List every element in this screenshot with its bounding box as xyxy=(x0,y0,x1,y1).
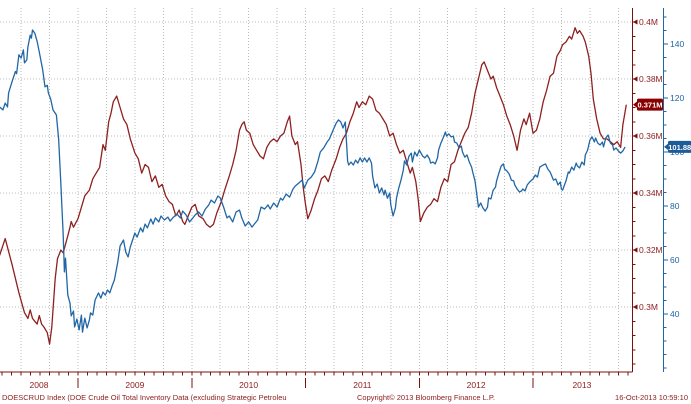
inventory-axis-tick-label: 0.3M xyxy=(639,302,658,312)
inventory-axis-tick-arrow xyxy=(633,133,638,139)
inventory-last-value-badge-value: 0.371M xyxy=(637,101,662,110)
price-axis-tick-label: 140 xyxy=(670,39,684,49)
price-last-value-badge-arrow xyxy=(664,143,669,151)
x-axis-year-label: 2012 xyxy=(467,380,486,390)
price-axis-tick-label: 40 xyxy=(670,309,680,319)
right-axis-price: 140120100806040 xyxy=(662,8,684,372)
x-axis-year-label: 2013 xyxy=(572,380,591,390)
price-last-value-badge-value: 101.88 xyxy=(668,143,691,152)
x-axis: 2008 2009 2010 2011 2012 2013 xyxy=(0,371,633,390)
inventory-axis-tick-arrow xyxy=(633,76,638,82)
price-last-value-badge-box xyxy=(668,140,691,153)
inventory-axis-tick-arrow xyxy=(633,247,638,253)
inventory-axis-tick-label: 0.34M xyxy=(639,188,663,198)
x-axis-year-label: 2011 xyxy=(353,380,372,390)
right-axis-inventory: 0.4M 0.38M 0.36M 0.34M 0.32M 0.3M xyxy=(631,8,663,372)
date-time-stamp: 16-Oct-2013 10:59:10 xyxy=(615,393,688,402)
inventory-last-value-badge-box xyxy=(637,98,663,111)
gridlines xyxy=(0,8,631,372)
inventory-last-value-badge-arrow xyxy=(633,101,638,109)
price-axis-tick-label: 80 xyxy=(670,201,680,211)
x-axis-year-label: 2008 xyxy=(30,380,49,390)
inventory-axis-tick-label: 0.38M xyxy=(639,74,663,84)
inventory-axis-tick-arrow xyxy=(633,190,638,196)
inventory-axis-tick-arrow xyxy=(633,19,638,25)
inventory-axis-tick-label: 0.32M xyxy=(639,245,663,255)
copyright-notice: Copyright© 2013 Bloomberg Finance L.P. xyxy=(357,393,495,402)
security-description: DOESCRUD Index (DOE Crude Oil Total Inve… xyxy=(2,393,287,402)
inventory-axis-tick-label: 0.36M xyxy=(639,131,663,141)
x-axis-year-label: 2010 xyxy=(239,380,258,390)
last-value-badges: 0.371M 101.88 xyxy=(633,98,691,153)
inventory-axis-tick-label: 0.4M xyxy=(639,17,658,27)
inventory-axis-tick-arrow xyxy=(633,304,638,310)
price-series-line xyxy=(0,29,626,333)
series-lines xyxy=(0,27,627,345)
x-axis-year-label: 2009 xyxy=(125,380,144,390)
price-axis-tick-label: 60 xyxy=(670,255,680,265)
inventory-series-line xyxy=(0,27,627,345)
price-axis-tick-label: 120 xyxy=(670,93,684,103)
